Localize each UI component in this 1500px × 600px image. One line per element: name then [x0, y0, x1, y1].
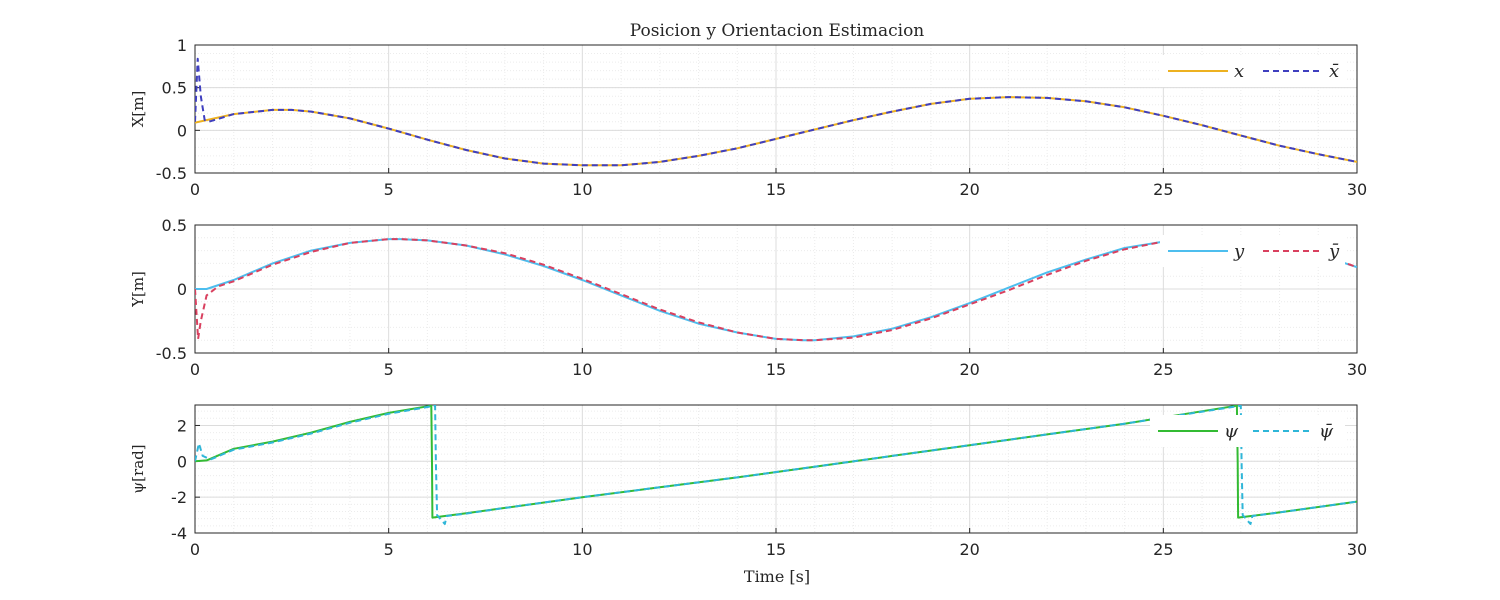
x-axis-label: Time [s]: [744, 567, 810, 586]
legend-label-2: ψ̄: [1319, 421, 1334, 442]
y-axis-label: X[m]: [129, 91, 147, 128]
x-tick-label: 10: [572, 540, 592, 559]
x-tick-label: 20: [959, 540, 979, 559]
x-tick-label: 15: [766, 540, 786, 559]
x-tick-label: 5: [384, 360, 394, 379]
series-line-2: [195, 238, 1357, 342]
series-line-2: [195, 57, 1357, 167]
x-tick-label: 25: [1153, 360, 1173, 379]
x-tick-label: 0: [190, 180, 200, 199]
x-tick-label: 0: [190, 360, 200, 379]
x-tick-label: 10: [572, 180, 592, 199]
x-tick-label: 5: [384, 180, 394, 199]
legend-label-2: x̄: [1329, 61, 1339, 82]
x-tick-label: 20: [959, 360, 979, 379]
x-tick-label: 25: [1153, 180, 1173, 199]
y-tick-label: 0.5: [162, 79, 187, 98]
y-tick-label: 0: [177, 280, 187, 299]
legend-label-1: x: [1234, 61, 1244, 82]
x-tick-label: 0: [190, 540, 200, 559]
series-group: [195, 238, 1357, 342]
y-tick-label: 0: [177, 121, 187, 140]
y-tick-label: 2: [177, 416, 187, 435]
y-axis-label: Y[m]: [129, 271, 147, 308]
series-group: [195, 405, 1357, 525]
x-tick-label: 10: [572, 360, 592, 379]
x-tick-label: 30: [1347, 180, 1367, 199]
y-tick-label: -2: [171, 488, 187, 507]
legend-label-1: ψ: [1224, 421, 1239, 442]
y-tick-label: 0.5: [162, 216, 187, 235]
y-tick-label: 0: [177, 452, 187, 471]
x-tick-label: 5: [384, 540, 394, 559]
subplot-2: 0 5 10 15 20 25 300.50-0.5Y[m]y ȳ: [129, 216, 1367, 379]
y-tick-label: 1: [177, 36, 187, 55]
series-line-2: [195, 405, 1357, 525]
legend-label-2: ȳ: [1328, 241, 1340, 262]
x-tick-label: 15: [766, 360, 786, 379]
legend: ψ ψ̄: [1150, 415, 1345, 447]
series-group: [195, 57, 1357, 167]
x-tick-label: 25: [1153, 540, 1173, 559]
legend-label-1: y: [1233, 241, 1245, 262]
legend: x x̄: [1160, 55, 1345, 87]
y-axis-label: ψ[rad]: [129, 444, 147, 493]
y-tick-label: -0.5: [156, 164, 187, 183]
y-tick-label: -4: [171, 524, 187, 543]
y-tick-label: -0.5: [156, 344, 187, 363]
x-tick-label: 15: [766, 180, 786, 199]
x-tick-label: 30: [1347, 540, 1367, 559]
figure-title: Posicion y Orientacion Estimacion: [630, 21, 925, 41]
x-tick-label: 30: [1347, 360, 1367, 379]
axes-frame: [194, 404, 1358, 534]
x-tick-label: 20: [959, 180, 979, 199]
